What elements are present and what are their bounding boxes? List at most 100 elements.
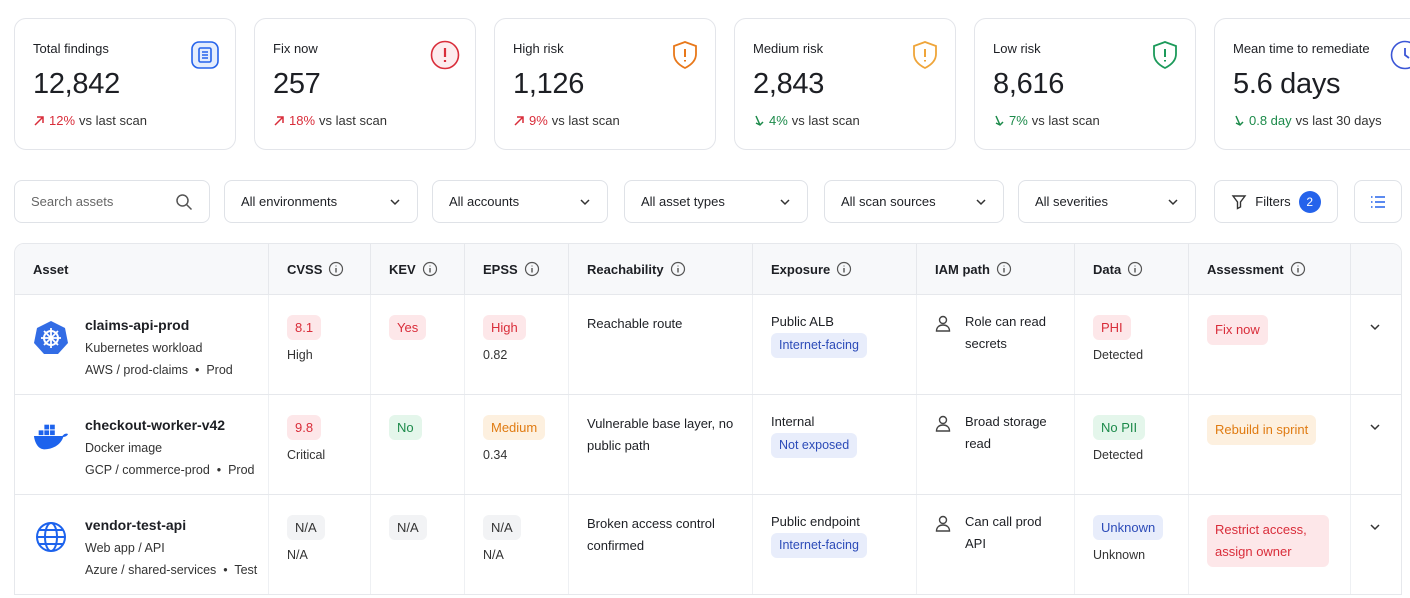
summary-card: Mean time to remediate 5.6 days 0.8 day vs … <box>1214 18 1410 150</box>
list-view-button[interactable] <box>1354 180 1402 223</box>
iam-path: Broad storage read <box>965 414 1047 451</box>
info-icon <box>328 261 344 277</box>
asset-cell: claims-api-prod Kubernetes workload AWS / … <box>15 295 269 394</box>
list-icon <box>1369 193 1387 211</box>
exposure: Public ALB <box>771 314 834 329</box>
expand-chevron[interactable] <box>1369 421 1381 433</box>
column-header: Assessment <box>1189 244 1351 294</box>
column-label: Reachability <box>587 261 664 277</box>
exposure: Public endpoint <box>771 514 860 529</box>
epss-badge: High <box>483 315 526 340</box>
separator: • <box>216 563 235 577</box>
filter-dropdown[interactable]: All severities <box>1018 180 1196 223</box>
asset-account: AWS / prod-claims <box>85 363 189 377</box>
cvss-cell: 8.1 High <box>269 295 371 394</box>
card-delta: 7% <box>1009 113 1028 128</box>
column-header: KEV <box>371 244 465 294</box>
assessment-badge: Rebuild in sprint <box>1207 415 1317 445</box>
reachability-cell: Reachable route <box>569 295 753 394</box>
filter-dropdown[interactable]: All scan sources <box>824 180 1004 223</box>
separator: • <box>188 363 207 377</box>
trend-arrow <box>753 115 765 127</box>
exposure-tag: Not exposed <box>771 433 858 458</box>
summary-card: Low risk 8,616 7% vs last scan <box>974 18 1196 150</box>
card-icon <box>909 39 941 71</box>
expand-cell[interactable] <box>1351 295 1401 394</box>
kev-badge: No <box>389 415 422 440</box>
asset-info: claims-api-prod Kubernetes workload AWS / … <box>85 317 233 394</box>
expand-cell[interactable] <box>1351 395 1401 494</box>
dropdown-chevron <box>389 196 401 208</box>
table-row: claims-api-prod Kubernetes workload AWS / … <box>15 294 1401 394</box>
epss-badge: N/A <box>483 515 521 540</box>
column-header: Data <box>1075 244 1189 294</box>
data-badge: PHI <box>1093 315 1131 340</box>
dropdown-label[interactable]: All environments <box>241 194 338 209</box>
column-label: KEV <box>389 261 416 277</box>
dropdown-label[interactable]: All severities <box>1035 194 1108 209</box>
data-cell: PHI Detected <box>1075 295 1189 394</box>
column-header: EPSS <box>465 244 569 294</box>
user-icon <box>935 315 951 394</box>
epss-cell: Medium 0.34 <box>465 395 569 494</box>
kev-cell: No <box>371 395 465 494</box>
card-delta-row: 7% vs last scan <box>993 113 1177 128</box>
filters-button[interactable]: Filters 2 <box>1214 180 1338 223</box>
dropdown-label[interactable]: All asset types <box>641 194 725 209</box>
column-header: Reachability <box>569 244 753 294</box>
assessment-badge: Restrict access, assign owner <box>1207 515 1329 567</box>
search-box[interactable]: Search assets <box>14 180 210 223</box>
card-delta-row: 4% vs last scan <box>753 113 937 128</box>
epss-label: N/A <box>483 548 504 562</box>
epss-label: 0.34 <box>483 448 508 462</box>
filter-dropdown[interactable]: All accounts <box>432 180 608 223</box>
data-cell: Unknown Unknown <box>1075 495 1189 594</box>
filter-dropdown[interactable]: All environments <box>224 180 418 223</box>
asset-account: GCP / commerce-prod <box>85 463 210 477</box>
asset-info: checkout-worker-v42 Docker image GCP / com… <box>85 417 255 494</box>
search-placeholder[interactable]: Search assets <box>31 194 114 209</box>
card-delta: 4% <box>769 113 788 128</box>
user-icon <box>935 515 951 594</box>
assessment-cell: Fix now <box>1189 295 1351 394</box>
card-note: vs last scan <box>551 113 620 128</box>
reachability: Broken access control confirmed <box>587 516 715 553</box>
expand-chevron[interactable] <box>1369 521 1381 533</box>
column-label: Assessment <box>1207 261 1284 277</box>
card-note: vs last scan <box>1031 113 1100 128</box>
filters-label[interactable]: Filters <box>1255 194 1291 209</box>
card-icon <box>1389 39 1410 71</box>
dropdown-label[interactable]: All scan sources <box>841 194 936 209</box>
table-row: checkout-worker-v42 Docker image GCP / com… <box>15 394 1401 494</box>
cvss-label: Critical <box>287 448 326 462</box>
search-icon <box>175 193 193 211</box>
exposure: Internal <box>771 414 815 429</box>
info-icon <box>1127 261 1143 277</box>
cvss-label: N/A <box>287 548 308 562</box>
dropdown-label[interactable]: All accounts <box>449 194 520 209</box>
column-label: IAM path <box>935 261 990 277</box>
dropdown-chevron <box>579 196 591 208</box>
data-badge: No PII <box>1093 415 1146 440</box>
filters-count[interactable]: 2 <box>1298 190 1321 213</box>
filter-dropdown[interactable]: All asset types <box>624 180 808 223</box>
info-icon <box>524 261 540 277</box>
trend-arrow <box>513 115 525 127</box>
asset-cell: checkout-worker-v42 Docker image GCP / com… <box>15 395 269 494</box>
expand-cell[interactable] <box>1351 495 1401 594</box>
expand-chevron[interactable] <box>1369 321 1381 333</box>
table-row: vendor-test-api Web app / API Azure / shar… <box>15 494 1401 594</box>
info-icon <box>836 261 852 277</box>
card-title: Medium risk <box>753 41 824 56</box>
card-delta: 9% <box>529 113 548 128</box>
kev-cell: N/A <box>371 495 465 594</box>
kev-cell: Yes <box>371 295 465 394</box>
card-icon <box>1149 39 1181 71</box>
cvss-cell: 9.8 Critical <box>269 395 371 494</box>
filter-bar: Search assets All environments All account… <box>14 180 1402 223</box>
kev-badge: Yes <box>389 315 427 340</box>
iam-cell: Broad storage read <box>917 395 1075 494</box>
data-cell: No PII Detected <box>1075 395 1189 494</box>
trend-arrow <box>993 115 1005 127</box>
